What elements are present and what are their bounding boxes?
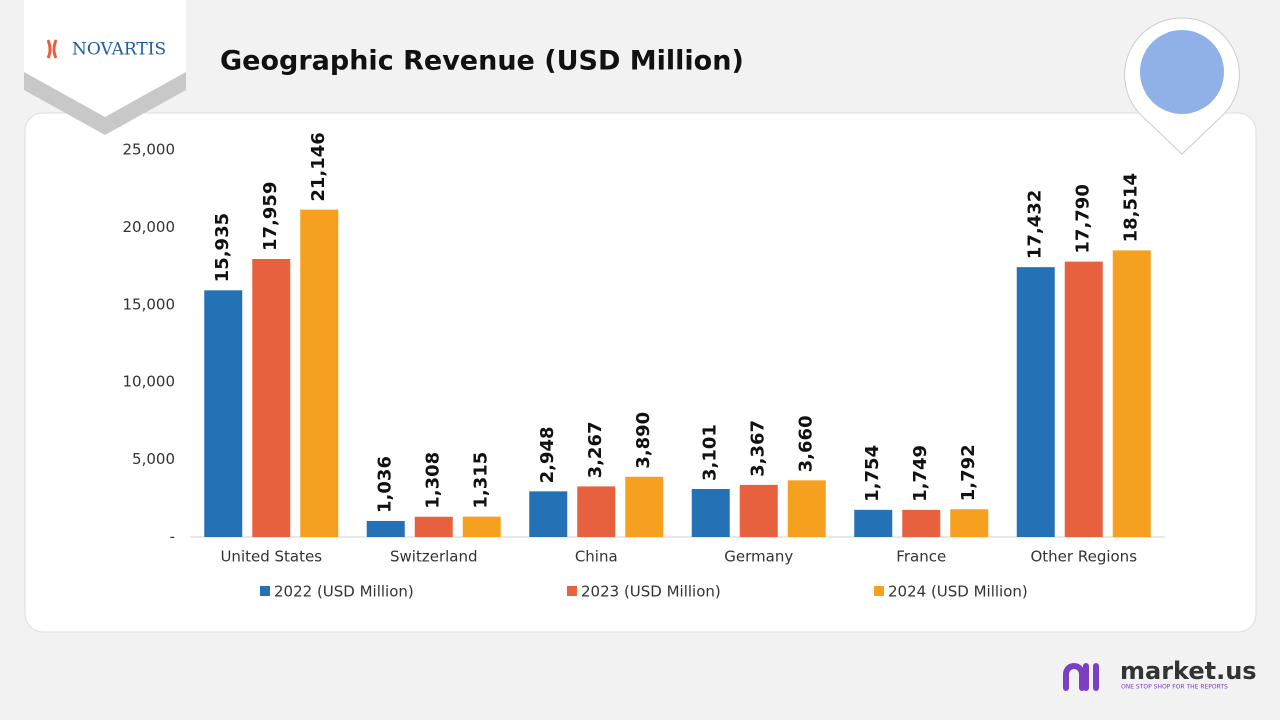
value-label: 1,308 [423, 452, 444, 509]
value-label: 3,367 [748, 420, 769, 477]
value-label: 2,948 [537, 426, 558, 483]
bar [625, 476, 664, 537]
bar [529, 491, 568, 537]
legend-label: 2022 (USD Million) [274, 583, 414, 601]
value-label: 3,660 [796, 415, 817, 472]
bar [787, 480, 826, 537]
value-label: 15,935 [212, 213, 233, 282]
legend-label: 2023 (USD Million) [581, 583, 721, 601]
bar [577, 486, 616, 537]
x-tick-label: China [575, 548, 618, 566]
bar [414, 516, 453, 537]
x-tick-label: Other Regions [1030, 548, 1137, 566]
bar [252, 258, 291, 537]
chart-title: Geographic Revenue (USD Million) [220, 46, 744, 77]
value-label: 17,432 [1025, 190, 1046, 259]
legend-swatch [874, 586, 884, 596]
y-tick-label: 10,000 [123, 373, 176, 391]
brand-name: market.us [1120, 657, 1257, 685]
y-tick-label: 5,000 [132, 450, 175, 468]
value-label: 3,890 [633, 412, 654, 469]
logo-icon [46, 39, 58, 59]
logo-badge [24, 0, 186, 117]
bar [1016, 267, 1055, 537]
bar [902, 509, 941, 537]
bar [204, 290, 243, 537]
bar [300, 209, 339, 538]
bar [1064, 261, 1103, 537]
value-label: 1,754 [862, 445, 883, 502]
x-tick-label: France [896, 548, 946, 566]
brand-tagline: ONE STOP SHOP FOR THE REPORTS [1121, 684, 1228, 691]
value-label: 3,267 [585, 421, 606, 478]
bar [691, 488, 730, 537]
bar [366, 520, 405, 537]
logo-text: NOVARTIS [72, 40, 166, 60]
bar [950, 509, 989, 537]
x-tick-label: Switzerland [390, 548, 478, 566]
x-tick-label: Germany [724, 548, 793, 566]
bar [1112, 250, 1151, 538]
bar [739, 484, 778, 537]
brand-icon [1063, 663, 1099, 691]
value-label: 1,036 [375, 456, 396, 513]
value-label: 21,146 [308, 132, 329, 201]
bar [462, 516, 501, 537]
y-tick-label: - [170, 528, 175, 546]
y-tick-label: 15,000 [123, 295, 176, 313]
x-tick-label: United States [220, 548, 322, 566]
globe [1140, 30, 1224, 114]
value-label: 17,959 [260, 182, 281, 251]
value-label: 17,790 [1073, 184, 1094, 253]
value-label: 1,792 [958, 444, 979, 501]
y-tick-label: 25,000 [123, 141, 176, 159]
legend-swatch [567, 586, 577, 596]
y-tick-label: 20,000 [123, 218, 176, 236]
value-label: 18,514 [1121, 173, 1142, 242]
legend-swatch [260, 586, 270, 596]
value-label: 3,101 [700, 424, 721, 481]
legend-label: 2024 (USD Million) [888, 583, 1028, 601]
value-label: 1,749 [910, 445, 931, 502]
value-label: 1,315 [471, 452, 492, 509]
bar [854, 509, 893, 537]
brand-logo: market.us ONE STOP SHOP FOR THE REPORTS [1063, 657, 1257, 691]
